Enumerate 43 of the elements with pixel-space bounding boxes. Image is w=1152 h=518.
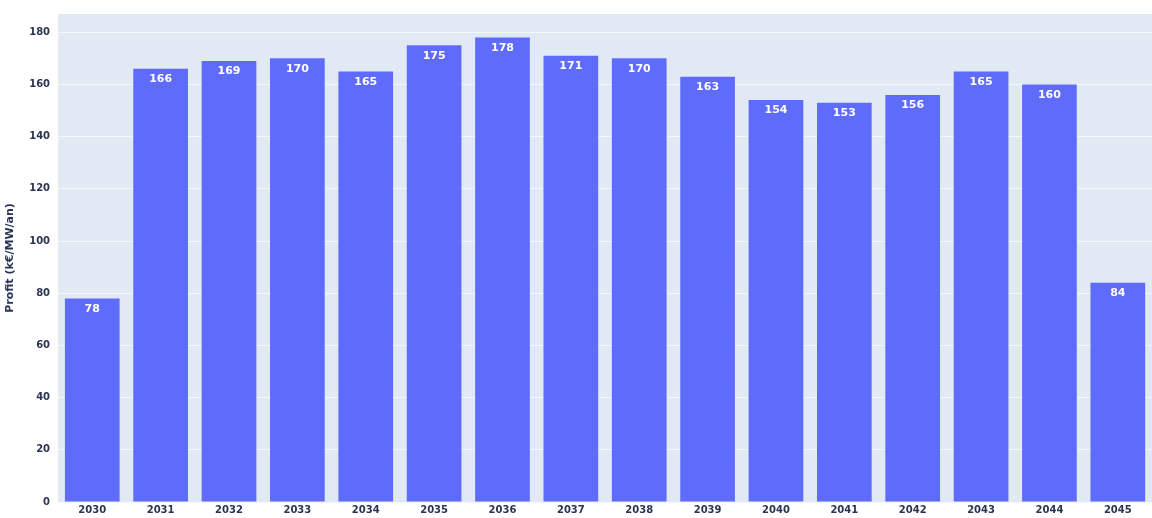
x-tick-label: 2034	[351, 503, 380, 515]
data-label: 156	[901, 98, 925, 112]
y-tick-label: 80	[36, 286, 51, 298]
data-label: 175	[422, 48, 446, 62]
data-label: 170	[627, 61, 652, 75]
x-tick-label: 2043	[967, 503, 996, 515]
x-tick-label: 2031	[146, 503, 175, 515]
x-tick-label: 2030	[78, 503, 107, 515]
x-tick-label: 2037	[556, 503, 585, 515]
x-tick-label: 2032	[215, 503, 243, 515]
y-tick-label: 100	[29, 234, 51, 246]
y-tick-label: 20	[36, 443, 51, 455]
x-tick-label: 2044	[1035, 503, 1064, 515]
data-label: 166	[149, 72, 173, 86]
y-tick-label: 180	[29, 25, 51, 37]
data-label: 169	[217, 64, 241, 78]
data-label: 165	[354, 74, 378, 88]
data-label: 154	[764, 103, 788, 117]
data-label: 160	[1037, 87, 1062, 101]
data-label: 163	[696, 79, 720, 93]
x-tick-label: 2042	[898, 503, 927, 515]
y-tick-label: 160	[29, 78, 51, 90]
x-tick-label: 2045	[1103, 503, 1132, 515]
data-label: 84	[1110, 286, 1126, 300]
y-tick-label: 140	[29, 130, 51, 142]
x-tick-label: 2036	[488, 503, 517, 515]
x-tick-label: 2033	[283, 503, 312, 515]
x-tick-label: 2038	[625, 503, 654, 515]
data-label: 153	[832, 106, 856, 120]
y-tick-label: 40	[36, 391, 51, 403]
y-tick-label: 120	[29, 182, 51, 194]
data-label: 178	[491, 40, 514, 54]
data-label: 165	[969, 74, 993, 88]
x-tick-label: 2035	[420, 503, 449, 515]
data-label: 78	[84, 301, 100, 315]
y-tick-label: 60	[36, 339, 51, 351]
x-tick-label: 2039	[693, 503, 722, 515]
x-tick-label: 2040	[762, 503, 790, 515]
y-tick-label: 0	[43, 495, 51, 507]
x-tick-label: 2041	[830, 503, 859, 515]
data-label: 171	[559, 59, 583, 73]
y-axis-title: Profit (k€/MW/an)	[3, 203, 17, 313]
data-label: 170	[285, 61, 310, 75]
